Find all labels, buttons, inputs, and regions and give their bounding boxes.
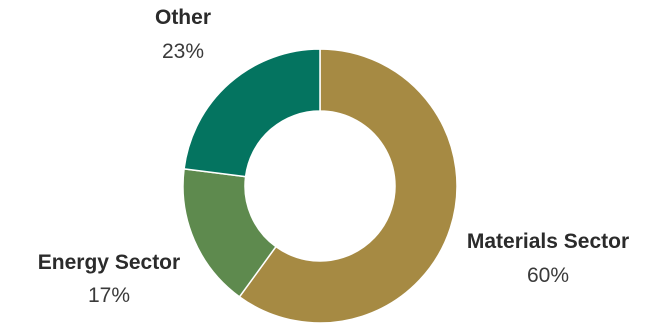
slice-label-other: Other 23%	[155, 6, 211, 63]
slice-name-materials-sector: Materials Sector	[467, 230, 629, 253]
slice-value-other: 23%	[162, 40, 204, 63]
slice-value-energy-sector: 17%	[88, 284, 130, 307]
slice-label-materials-sector: Materials Sector 60%	[467, 230, 629, 287]
slice-value-materials-sector: 60%	[527, 264, 569, 287]
slice-materials-sector	[238, 48, 458, 323]
slice-name-energy-sector: Energy Sector	[38, 251, 180, 274]
slice-name-other: Other	[155, 6, 211, 29]
slices-group	[182, 48, 458, 323]
slice-other	[183, 48, 321, 178]
slice-label-energy-sector: Energy Sector 17%	[38, 251, 180, 307]
